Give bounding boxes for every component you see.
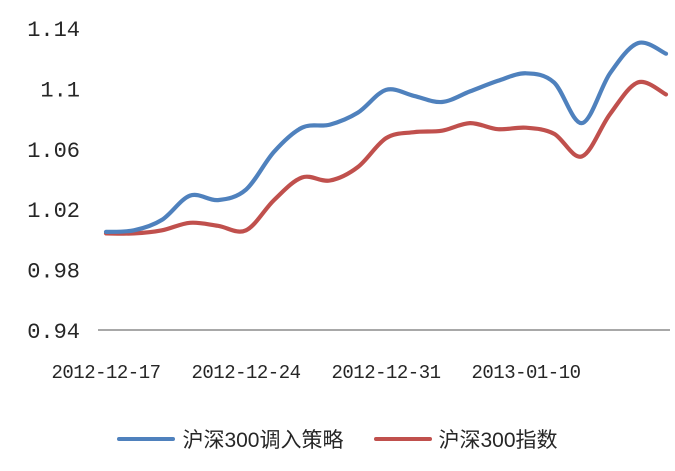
- x-axis-tick-label: 2012-12-17: [51, 362, 160, 384]
- series-line-index: [103, 79, 669, 236]
- legend: 沪深300调入策略 沪深300指数: [0, 424, 675, 454]
- x-axis-tick-label: 2012-12-31: [331, 362, 440, 384]
- y-axis-tick-label: 1.14: [27, 18, 80, 43]
- legend-label-strategy: 沪深300调入策略: [182, 429, 344, 452]
- y-axis-tick-label: 0.94: [27, 320, 80, 345]
- legend-item-index: 沪深300指数: [373, 424, 558, 454]
- x-axis-tick-label: 2012-12-24: [191, 362, 300, 384]
- y-axis-tick-label: 1.06: [27, 139, 80, 164]
- legend-item-strategy: 沪深300调入策略: [117, 424, 344, 454]
- series-line-strategy: [103, 40, 669, 234]
- legend-label-index: 沪深300指数: [438, 429, 558, 452]
- y-axis-tick-label: 0.98: [27, 260, 80, 285]
- legend-line-blue-icon: [117, 437, 176, 441]
- legend-line-red-icon: [373, 437, 432, 441]
- y-axis-tick-label: 1.02: [27, 199, 80, 224]
- x-axis-tick-label: 2013-01-10: [471, 362, 580, 384]
- line-chart: 1.14 1.1 1.06 1.02 0.98 0.94 2012-12-17 2012-12…: [27, 18, 670, 384]
- y-axis-tick-label: 1.1: [40, 78, 80, 103]
